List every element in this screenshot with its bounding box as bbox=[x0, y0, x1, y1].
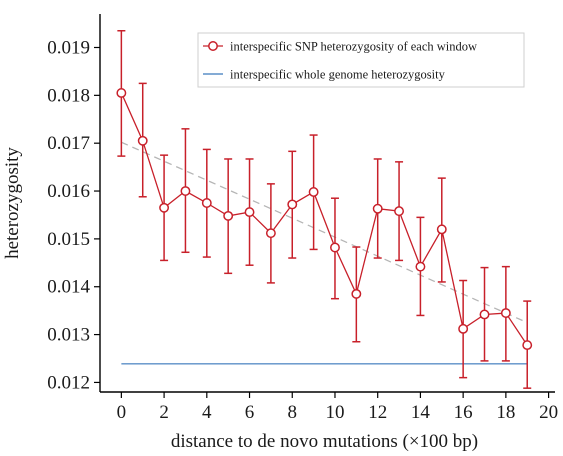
y-tick-label: 0.015 bbox=[47, 229, 90, 250]
x-tick-label: 10 bbox=[325, 402, 344, 423]
data-point bbox=[287, 199, 298, 210]
data-point bbox=[479, 309, 490, 320]
y-tick-label: 0.013 bbox=[47, 325, 90, 346]
x-tick-label: 0 bbox=[117, 402, 127, 423]
ticks-layer: 0.012 0.013 0.014 0.015 0.016 0.017 0.018 0.019… bbox=[47, 37, 558, 423]
legend-box bbox=[197, 32, 525, 88]
data-point bbox=[201, 198, 212, 208]
x-tick-label: 16 bbox=[454, 402, 473, 423]
data-point bbox=[372, 203, 383, 214]
y-tick-label: 0.016 bbox=[47, 181, 90, 202]
data-point bbox=[265, 228, 276, 239]
x-tick-label: 18 bbox=[496, 402, 515, 423]
x-tick-label: 4 bbox=[202, 402, 212, 423]
data-point bbox=[116, 87, 127, 98]
lines-layer bbox=[120, 92, 528, 365]
x-tick-label: 14 bbox=[411, 402, 431, 423]
data-point bbox=[159, 202, 170, 213]
points-layer bbox=[116, 87, 533, 351]
axes-layer bbox=[99, 14, 555, 393]
y-tick-label: 0.012 bbox=[47, 372, 90, 393]
y-tick-label: 0.014 bbox=[47, 277, 90, 298]
data-point bbox=[458, 323, 469, 334]
y-tick-label: 0.017 bbox=[47, 133, 90, 154]
data-point bbox=[415, 261, 426, 272]
x-tick-label: 20 bbox=[539, 402, 558, 423]
data-point bbox=[436, 224, 447, 235]
x-tick-label: 2 bbox=[159, 402, 169, 423]
data-point bbox=[308, 187, 319, 197]
legend-label-snp: interspecific SNP heterozygosity of each… bbox=[230, 40, 477, 54]
legend-marker-point-snp bbox=[208, 41, 218, 51]
x-tick-label: 8 bbox=[288, 402, 298, 423]
x-axis-title: distance to de novo mutations (×100 bp) bbox=[171, 431, 478, 452]
trend-line bbox=[121, 141, 528, 324]
x-tick-label: 6 bbox=[245, 402, 255, 423]
data-point bbox=[351, 288, 362, 299]
data-point bbox=[330, 242, 340, 253]
data-point bbox=[522, 340, 533, 351]
legend-label-genome: interspecific whole genome heterozygosit… bbox=[230, 68, 446, 82]
data-point bbox=[180, 186, 191, 196]
data-point bbox=[137, 135, 148, 146]
x-tick-label: 12 bbox=[368, 402, 387, 423]
data-point bbox=[500, 308, 511, 319]
data-point bbox=[394, 206, 405, 217]
y-tick-label: 0.018 bbox=[47, 85, 90, 106]
data-point bbox=[223, 210, 234, 221]
snp-series-line bbox=[120, 92, 528, 346]
legend: interspecific SNP heterozygosity of each… bbox=[197, 32, 525, 88]
y-tick-label: 0.019 bbox=[47, 37, 90, 58]
data-point bbox=[244, 207, 255, 218]
y-axis-title: heterozygosity bbox=[2, 147, 23, 259]
